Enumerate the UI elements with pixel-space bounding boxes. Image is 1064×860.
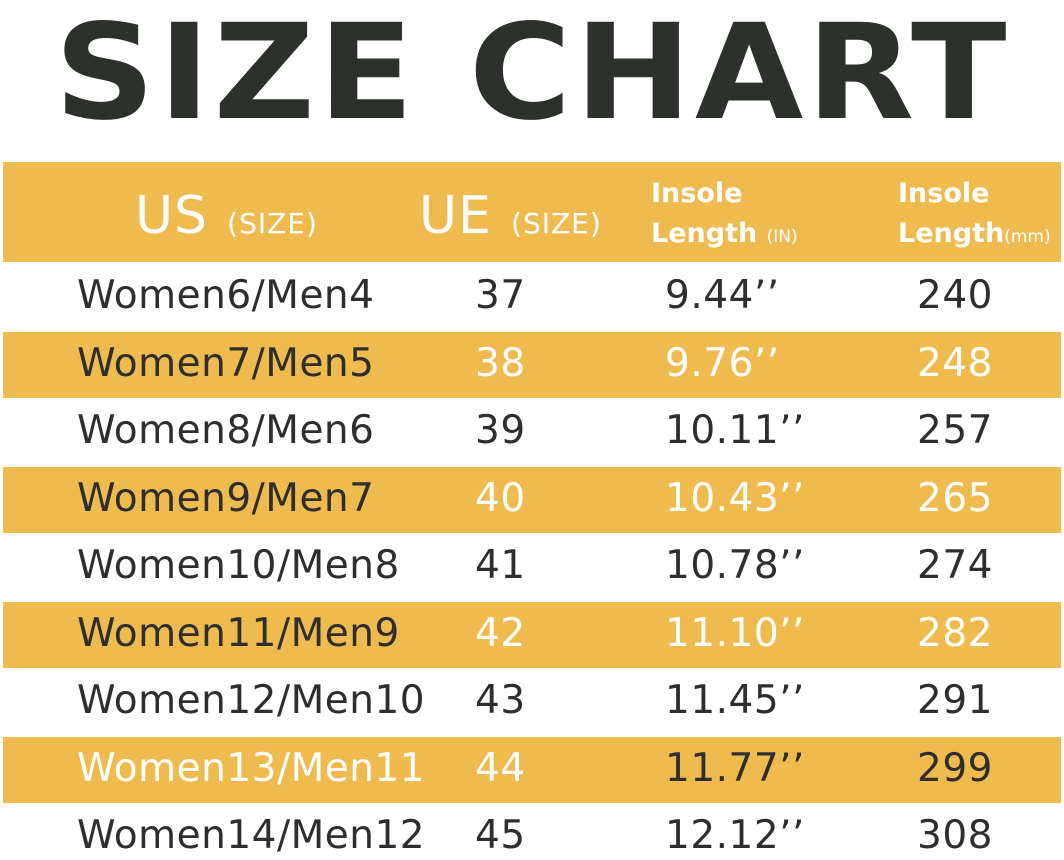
- table-row: Women11/Men9 42 11.10’’ 282: [3, 601, 1061, 668]
- cell-insole-mm: 248: [917, 340, 993, 386]
- cell-us-size: Women9/Men7: [77, 475, 375, 521]
- header-insole-in-label2: Length (IN): [651, 214, 798, 257]
- table-row: Women9/Men7 40 10.43’’ 265: [3, 466, 1061, 533]
- cell-insole-mm: 265: [917, 475, 993, 521]
- cell-insole-in: 9.44’’: [665, 273, 780, 318]
- page-title: SIZE CHART: [54, 0, 1010, 150]
- cell-ue-size: 40: [475, 475, 526, 521]
- cell-ue-size: 44: [475, 745, 526, 791]
- header-ue: UE (SIZE): [419, 186, 602, 246]
- table-row: Women7/Men5 38 9.76’’ 248: [3, 331, 1061, 398]
- table-row: Women13/Men11 44 11.77’’ 299: [3, 736, 1061, 803]
- header-us-note: (SIZE): [227, 207, 318, 240]
- header-insole-in-length: Length: [651, 218, 758, 249]
- cell-us-size: Women7/Men5: [77, 340, 375, 386]
- table-row: Women12/Men10 43 11.45’’ 291: [3, 669, 1061, 735]
- cell-insole-in: 10.43’’: [665, 475, 805, 521]
- cell-insole-mm: 282: [917, 610, 993, 656]
- header-insole-mm-label2: Length(mm): [898, 214, 1051, 257]
- cell-us-size: Women6/Men4: [77, 273, 375, 318]
- cell-ue-size: 37: [475, 273, 526, 318]
- cell-ue-size: 38: [475, 340, 526, 386]
- cell-insole-mm: 274: [917, 543, 993, 588]
- cell-insole-in: 11.45’’: [665, 678, 805, 723]
- cell-insole-in: 10.78’’: [665, 543, 805, 588]
- cell-insole-mm: 299: [917, 745, 993, 791]
- header-us: US (SIZE): [135, 186, 318, 246]
- cell-insole-in: 9.76’’: [665, 340, 780, 386]
- header-insole-in: Insole Length (IN): [651, 174, 798, 257]
- header-insole-mm: Insole Length(mm): [898, 174, 1051, 257]
- header-insole-in-label: Insole: [651, 178, 743, 209]
- header-insole-in-note: (IN): [766, 227, 798, 247]
- cell-us-size: Women14/Men12: [77, 813, 426, 858]
- cell-insole-in: 11.77’’: [665, 745, 805, 791]
- table-row: Women14/Men12 45 12.12’’ 308: [3, 804, 1061, 860]
- cell-insole-in: 10.11’’: [665, 408, 805, 453]
- cell-insole-mm: 240: [917, 273, 993, 318]
- cell-ue-size: 45: [475, 813, 526, 858]
- cell-us-size: Women13/Men11: [77, 745, 426, 791]
- header-insole-mm-label: Insole: [898, 178, 990, 209]
- header-insole-mm-length: Length: [898, 218, 1005, 249]
- cell-us-size: Women8/Men6: [77, 408, 375, 453]
- cell-us-size: Women11/Men9: [77, 610, 400, 656]
- table-row: Women8/Men6 39 10.11’’ 257: [3, 399, 1061, 465]
- cell-insole-mm: 257: [917, 408, 993, 453]
- table-row: Women10/Men8 41 10.78’’ 274: [3, 534, 1061, 600]
- header-us-label: US: [135, 186, 209, 246]
- cell-ue-size: 39: [475, 408, 526, 453]
- cell-us-size: Women12/Men10: [77, 678, 426, 723]
- cell-ue-size: 42: [475, 610, 526, 656]
- header-insole-mm-note: (mm): [1004, 227, 1051, 247]
- header-ue-label: UE: [419, 186, 492, 246]
- cell-insole-in: 11.10’’: [665, 610, 805, 656]
- cell-ue-size: 41: [475, 543, 526, 588]
- table-row: Women6/Men4 37 9.44’’ 240: [3, 264, 1061, 330]
- cell-insole-mm: 308: [917, 813, 993, 858]
- cell-us-size: Women10/Men8: [77, 543, 400, 588]
- table-header: US (SIZE) UE (SIZE) Insole Length (IN) I…: [3, 162, 1061, 262]
- cell-insole-mm: 291: [917, 678, 993, 723]
- cell-insole-in: 12.12’’: [665, 813, 805, 858]
- cell-ue-size: 43: [475, 678, 526, 723]
- header-ue-note: (SIZE): [511, 207, 602, 240]
